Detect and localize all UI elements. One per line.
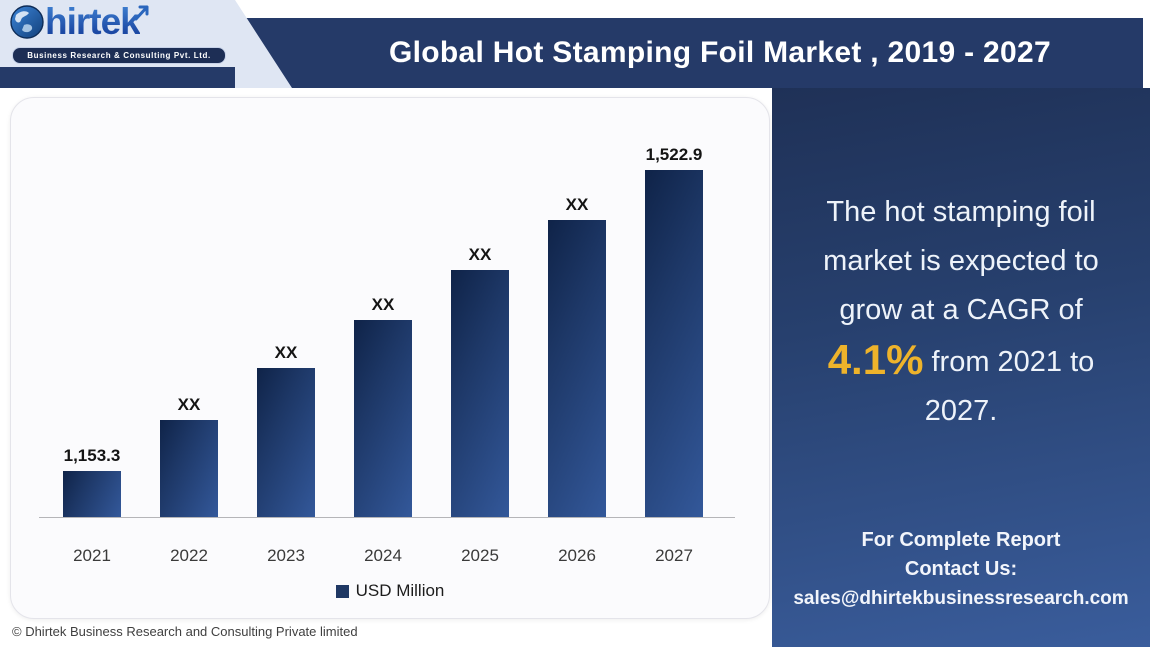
para-line-cagr: 4.1% from 2021 to — [780, 335, 1142, 387]
bar-value-label-2022: XX — [177, 395, 201, 414]
cagr-line-rest: from 2021 to — [923, 346, 1095, 378]
x-axis-label-2027: 2027 — [655, 546, 693, 565]
bar-column-2021: 1,153.3 — [44, 446, 140, 517]
contact-subheading: Contact Us: — [904, 558, 1018, 580]
logo-tagline: Business Research & Consulting Pvt. Ltd. — [12, 47, 226, 64]
chart-card: 1,153.3 2021 XX 2022 XX 2023 XX 2024 XX 2025 XX 202… — [10, 97, 770, 619]
bar-2022 — [160, 420, 218, 517]
legend-swatch-icon — [335, 584, 349, 598]
bar-value-label-2024: XX — [371, 295, 395, 314]
bar-column-2023: XX — [238, 343, 334, 517]
contact-block: For Complete Report Contact Us: sales@dh… — [772, 526, 1150, 613]
para-line: The hot stamping foil — [826, 196, 1096, 228]
x-axis-label-2023: 2023 — [267, 546, 305, 565]
x-axis-label-2021: 2021 — [73, 546, 111, 565]
logo: hirtek — [10, 1, 154, 42]
bar-column-2025: XX — [432, 245, 528, 517]
x-axis-label-2026: 2026 — [558, 546, 596, 565]
cagr-sidebar: The hot stamping foil market is expected… — [772, 88, 1150, 647]
bar-column-2022: XX — [141, 395, 237, 517]
para-line: 2027. — [924, 395, 998, 427]
x-axis-label-2024: 2024 — [364, 546, 402, 565]
x-axis-label-2025: 2025 — [461, 546, 499, 565]
bar-column-2027: 1,522.9 — [626, 145, 722, 517]
cagr-summary-text: The hot stamping foil market is expected… — [772, 88, 1150, 436]
contact-email: sales@dhirtekbusinessresearch.com — [793, 588, 1129, 609]
logo-panel: hirtek Business Research & Consulting Pv… — [0, 0, 292, 88]
legend-label: USD Million — [355, 581, 445, 600]
contact-heading: For Complete Report — [861, 529, 1061, 551]
legend: USD Million — [11, 581, 769, 601]
bar-value-label-2026: XX — [565, 195, 589, 214]
cagr-value: 4.1% — [827, 336, 924, 383]
bar-value-label-2021: 1,153.3 — [63, 446, 121, 465]
bar-2023 — [257, 368, 315, 517]
para-line: market is expected to — [823, 245, 1099, 277]
growth-arrow-icon — [134, 1, 154, 26]
bar-2024 — [354, 320, 412, 517]
copyright-note: © Dhirtek Business Research and Consulti… — [12, 624, 358, 639]
bar-value-label-2023: XX — [274, 343, 298, 362]
globe-logo-icon — [10, 5, 44, 39]
bar-column-2026: XX — [529, 195, 625, 517]
bar-2026 — [548, 220, 606, 517]
x-axis-line — [39, 517, 735, 518]
bar-2027 — [645, 170, 703, 517]
brand-name: hirtek — [45, 1, 141, 42]
bar-value-label-2027: 1,522.9 — [645, 145, 703, 164]
x-axis-label-2022: 2022 — [170, 546, 208, 565]
bar-column-2024: XX — [335, 295, 431, 517]
bar-2021 — [63, 471, 121, 517]
bar-2025 — [451, 270, 509, 517]
para-line: grow at a CAGR of — [839, 294, 1083, 326]
bar-value-label-2025: XX — [468, 245, 492, 264]
page-title: Global Hot Stamping Foil Market , 2019 -… — [388, 36, 1051, 69]
